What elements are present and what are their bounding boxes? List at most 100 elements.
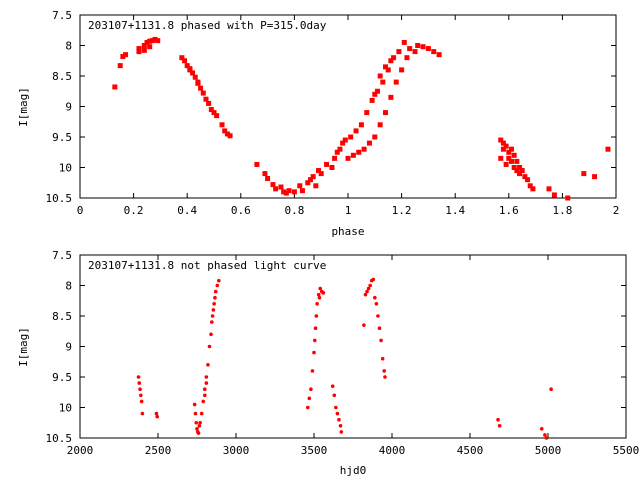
data-point xyxy=(369,97,375,103)
data-point xyxy=(224,131,230,137)
data-point xyxy=(544,436,549,440)
data-point xyxy=(508,146,514,152)
data-point xyxy=(373,295,377,300)
data-point xyxy=(291,189,297,195)
data-point xyxy=(208,107,214,113)
data-point xyxy=(312,350,316,355)
data-point xyxy=(412,49,418,55)
x-tick-label: 0.4 xyxy=(177,204,197,217)
data-point xyxy=(511,152,517,158)
data-point xyxy=(184,63,190,69)
data-point xyxy=(330,384,335,388)
data-point xyxy=(500,140,506,146)
data-point xyxy=(209,332,213,337)
data-point xyxy=(503,161,509,167)
data-point xyxy=(254,161,260,167)
data-point xyxy=(317,295,322,300)
data-point xyxy=(362,323,366,327)
data-point xyxy=(379,338,383,343)
x-tick-label: 0 xyxy=(77,204,84,217)
y-tick-label: 10 xyxy=(59,402,72,415)
data-point xyxy=(139,393,143,398)
data-point xyxy=(147,38,153,44)
data-point xyxy=(530,186,536,192)
data-point xyxy=(365,289,369,294)
data-point xyxy=(565,195,571,201)
data-point xyxy=(342,137,348,143)
data-point xyxy=(154,411,159,416)
data-point xyxy=(314,314,319,318)
data-point xyxy=(377,73,383,79)
y-tick-label: 9.5 xyxy=(52,371,72,384)
data-point xyxy=(310,369,315,373)
data-point xyxy=(388,58,394,64)
data-point xyxy=(262,171,268,177)
y-tick-label: 9 xyxy=(65,101,72,114)
x-tick-label: 1.6 xyxy=(499,204,519,217)
data-point xyxy=(273,186,279,192)
data-point xyxy=(192,74,198,80)
data-point xyxy=(393,79,399,85)
data-point xyxy=(356,149,362,155)
data-point xyxy=(404,55,410,61)
data-point xyxy=(374,88,380,94)
data-point xyxy=(407,46,413,52)
data-point xyxy=(527,183,533,189)
data-point xyxy=(316,168,322,174)
data-point xyxy=(508,158,514,164)
y-tick-label: 7.5 xyxy=(52,249,72,262)
data-point xyxy=(329,165,335,170)
data-point xyxy=(196,431,201,435)
data-point xyxy=(372,134,378,140)
data-point xyxy=(517,165,523,170)
data-point xyxy=(197,424,202,428)
data-point xyxy=(213,295,217,300)
x-tick-label: 1.8 xyxy=(552,204,572,217)
data-point xyxy=(198,85,204,91)
data-point xyxy=(227,133,233,139)
data-point xyxy=(203,393,207,398)
y-tick-label: 8.5 xyxy=(52,70,72,83)
data-point xyxy=(187,66,193,72)
data-point xyxy=(377,122,383,128)
chart-title: 203107+1131.8 phased with P=315.0day xyxy=(88,19,327,32)
data-point xyxy=(315,302,319,306)
data-point xyxy=(340,140,346,146)
data-point xyxy=(179,55,185,61)
data-point xyxy=(123,52,129,58)
data-point xyxy=(194,420,199,425)
data-point xyxy=(214,113,220,119)
y-tick-label: 8 xyxy=(65,280,72,293)
data-point xyxy=(136,375,141,379)
data-point xyxy=(497,424,502,428)
data-point xyxy=(519,168,525,174)
data-point xyxy=(338,424,343,428)
data-point xyxy=(383,64,389,70)
data-point xyxy=(372,91,378,97)
data-point xyxy=(195,80,201,86)
data-point xyxy=(318,286,323,291)
data-point xyxy=(203,96,209,102)
y-tick-label: 8.5 xyxy=(52,310,72,323)
x-tick-label: 5500 xyxy=(613,444,640,457)
data-point xyxy=(539,427,544,431)
data-point xyxy=(141,47,147,53)
data-point xyxy=(377,326,382,331)
data-point xyxy=(345,155,351,161)
data-point xyxy=(396,49,402,55)
chart-title: 203107+1131.8 not phased light curve xyxy=(88,259,326,272)
y-tick-label: 8 xyxy=(65,40,72,53)
data-point xyxy=(514,158,520,164)
x-tick-label: 2000 xyxy=(67,444,94,457)
data-point xyxy=(281,189,287,195)
data-point xyxy=(335,411,340,416)
x-tick-label: 4000 xyxy=(379,444,406,457)
data-point xyxy=(525,177,531,183)
data-point xyxy=(385,67,391,73)
data-point xyxy=(201,399,206,404)
data-point xyxy=(147,44,153,50)
data-point xyxy=(366,286,371,291)
x-tick-label: 3000 xyxy=(223,444,250,457)
data-point xyxy=(361,146,367,152)
